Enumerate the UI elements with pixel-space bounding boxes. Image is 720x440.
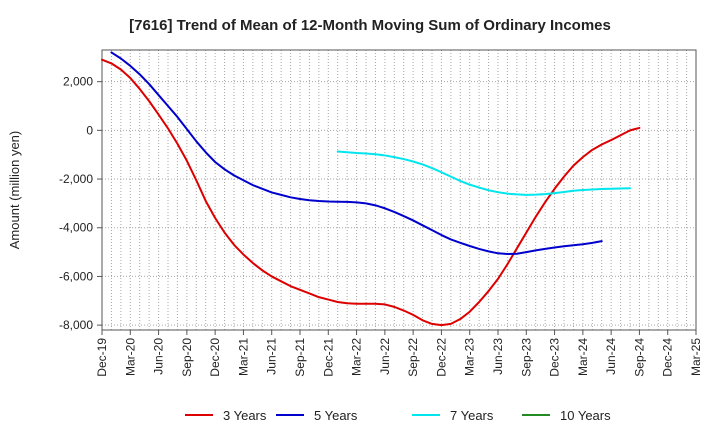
y-tick-label: 2,000 bbox=[63, 75, 93, 89]
x-tick-label: Dec-21 bbox=[321, 338, 335, 377]
x-tick-label: Jun-24 bbox=[604, 338, 618, 375]
legend-label: 3 Years bbox=[223, 408, 267, 423]
series-lines bbox=[101, 51, 641, 327]
series-line-5-years bbox=[110, 51, 603, 256]
series-line-3-years bbox=[101, 58, 641, 327]
y-tick-label: -2,000 bbox=[59, 172, 93, 186]
plot-area-frame bbox=[101, 49, 697, 331]
y-tick-label: -4,000 bbox=[59, 221, 93, 235]
legend-label: 10 Years bbox=[560, 408, 611, 423]
grid bbox=[102, 50, 696, 330]
chart-title: [7616] Trend of Mean of 12-Month Moving … bbox=[129, 17, 611, 34]
x-tick-label: Dec-23 bbox=[548, 338, 562, 377]
x-tick-label: Dec-19 bbox=[95, 338, 109, 377]
x-tick-label: Sep-21 bbox=[293, 338, 307, 377]
y-tick-label: 0 bbox=[86, 123, 93, 137]
legend-label: 5 Years bbox=[314, 408, 358, 423]
x-axis: Dec-19 Mar-20 Jun-20 Sep-20 Dec-20 Mar-21 Jun-… bbox=[95, 330, 703, 377]
x-tick-label: Sep-20 bbox=[180, 338, 194, 377]
series-line-7-years bbox=[336, 150, 631, 196]
legend: 3 Years 5 Years 7 Years 10 Years bbox=[185, 408, 611, 423]
x-tick-label: Sep-23 bbox=[519, 338, 533, 377]
x-tick-label: Dec-24 bbox=[661, 338, 675, 377]
y-axis: 2,000 0 -2,000 -4,000 -6,000 -8,000 bbox=[59, 75, 102, 332]
x-tick-label: Mar-21 bbox=[236, 338, 250, 376]
x-tick-label: Dec-22 bbox=[434, 338, 448, 377]
x-tick-label: Jun-22 bbox=[378, 338, 392, 375]
x-tick-label: Mar-22 bbox=[350, 338, 364, 376]
x-tick-label: Sep-24 bbox=[632, 338, 646, 377]
x-tick-label: Dec-20 bbox=[208, 338, 222, 377]
x-tick-label: Mar-24 bbox=[576, 338, 590, 376]
y-tick-label: -6,000 bbox=[59, 269, 93, 283]
x-tick-label: Jun-21 bbox=[265, 338, 279, 375]
x-tick-label: Mar-25 bbox=[689, 338, 703, 376]
x-tick-label: Mar-20 bbox=[123, 338, 137, 376]
y-tick-label: -8,000 bbox=[59, 318, 93, 332]
x-tick-label: Jun-20 bbox=[152, 338, 166, 375]
x-tick-label: Sep-22 bbox=[406, 338, 420, 377]
legend-label: 7 Years bbox=[450, 408, 494, 423]
x-tick-label: Mar-23 bbox=[463, 338, 477, 376]
x-tick-label: Jun-23 bbox=[491, 338, 505, 375]
y-axis-label: Amount (million yen) bbox=[7, 131, 22, 250]
